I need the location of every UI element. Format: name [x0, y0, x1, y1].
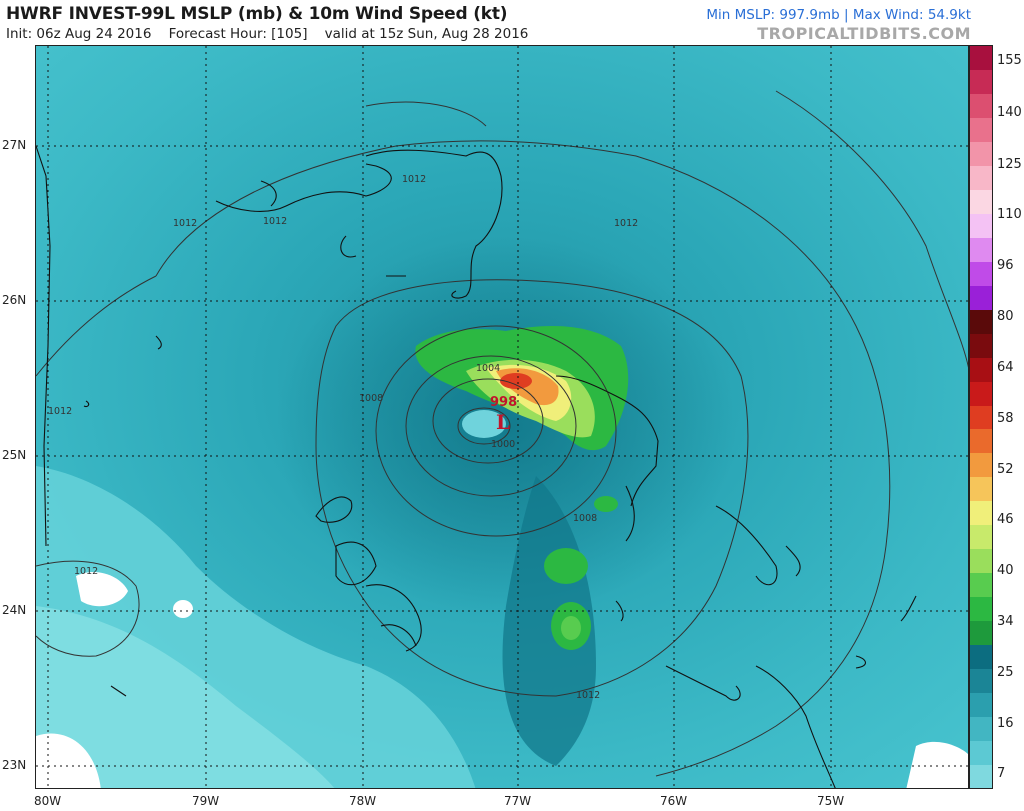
colorbar-segment	[970, 692, 992, 717]
map-svg: 1012 1012 1012 1012 1012 1012 1008 1004 …	[36, 46, 968, 788]
colorbar-label: 58	[997, 411, 1014, 426]
chart-title: HWRF INVEST-99L MSLP (mb) & 10m Wind Spe…	[6, 4, 508, 24]
colorbar-segment	[970, 405, 992, 430]
isobar-label: 1008	[359, 393, 383, 404]
colorbar-segment	[970, 141, 992, 167]
colorbar-segment	[970, 524, 992, 550]
isobar-label: 1012	[263, 216, 287, 227]
rainband-cell-2-core	[561, 616, 581, 640]
colorbar-label: 46	[997, 512, 1014, 527]
colorbar-label: 96	[997, 258, 1014, 273]
lat-label-23n: 23N	[2, 758, 27, 772]
isobar-label: 1012	[614, 218, 638, 229]
colorbar-segment	[970, 596, 992, 621]
rainband-cell-1	[544, 548, 588, 584]
colorbar-segment	[970, 644, 992, 669]
lon-label-76w: 76W	[660, 794, 688, 808]
colorbar-segment	[970, 572, 992, 597]
colorbar-segment	[970, 620, 992, 645]
colorbar-label: 64	[997, 360, 1014, 375]
calm-patch-1	[76, 571, 128, 607]
colorbar-label: 110	[997, 207, 1022, 222]
colorbar-segment	[970, 548, 992, 574]
colorbar-segment	[970, 93, 992, 119]
isobar-label: 1008	[573, 513, 597, 524]
storm-envelope	[276, 236, 736, 616]
colorbar-segment	[970, 428, 992, 454]
colorbar-segment	[970, 213, 992, 238]
lat-label-27n: 27N	[2, 138, 27, 152]
colorbar-segment	[970, 333, 992, 358]
storm-stats: Min MSLP: 997.9mb | Max Wind: 54.9kt	[706, 7, 971, 23]
lat-label-25n: 25N	[2, 448, 27, 462]
lon-label-79w: 79W	[192, 794, 220, 808]
colorbar-segment	[970, 716, 992, 741]
colorbar-label: 140	[997, 105, 1022, 120]
lon-label-78w: 78W	[349, 794, 377, 808]
wind-max-core	[500, 373, 532, 389]
isobar-label: 1012	[402, 174, 426, 185]
colorbar-label: 7	[997, 766, 1006, 781]
colorbar-label: 34	[997, 614, 1014, 629]
isobar-labels: 1012 1012 1012 1012 1012 1012 1008 1004 …	[48, 174, 638, 701]
isobar-label: 1012	[576, 690, 600, 701]
colorbar-label: 40	[997, 563, 1014, 578]
isobar-label: 1000	[491, 439, 515, 450]
init-info: Init: 06z Aug 24 2016 Forecast Hour: [10…	[6, 26, 529, 42]
colorbar-segment	[970, 357, 992, 382]
colorbar-segment	[970, 285, 992, 310]
lon-label-80w: 80W	[34, 794, 62, 808]
colorbar-segment	[970, 46, 992, 71]
colorbar-segment	[970, 452, 992, 478]
colorbar-segment	[970, 476, 992, 502]
rainband-cell-3	[594, 496, 618, 512]
isobar-label: 1012	[48, 406, 72, 417]
colorbar-segment	[970, 764, 992, 788]
site-brand: TROPICALTIDBITS.COM	[757, 24, 971, 43]
lat-label-24n: 24N	[2, 603, 27, 617]
colorbar-label: 16	[997, 716, 1014, 731]
colorbar-segment	[970, 381, 992, 406]
forecast-map[interactable]: 1012 1012 1012 1012 1012 1012 1008 1004 …	[35, 45, 969, 789]
lat-label-26n: 26N	[2, 293, 27, 307]
calm-patch-3	[36, 733, 101, 788]
calm-patch-2	[173, 600, 193, 618]
colorbar-label: 155	[997, 53, 1022, 68]
lon-label-75w: 75W	[817, 794, 845, 808]
storm-eye	[462, 410, 506, 438]
low-pressure-value: 998	[490, 395, 517, 410]
colorbar-label: 25	[997, 665, 1014, 680]
colorbar-segment	[970, 500, 992, 526]
lon-label-77w: 77W	[504, 794, 532, 808]
lat-lon-grid	[36, 46, 968, 788]
colorbar-segment	[970, 261, 992, 286]
colorbar-segment	[970, 309, 992, 334]
colorbar-label: 80	[997, 309, 1014, 324]
low-pressure-symbol: L	[496, 410, 510, 434]
colorbar-segment	[970, 668, 992, 693]
colorbar-segment	[970, 237, 992, 262]
colorbar-segment	[970, 189, 992, 215]
colorbar-segment	[970, 740, 992, 765]
isobars	[36, 90, 968, 777]
colorbar-label: 125	[997, 157, 1022, 172]
lighter-wind-region	[36, 606, 335, 788]
wind-colorbar	[969, 45, 993, 789]
calm-patch-4	[906, 741, 968, 788]
colorbar-segment	[970, 69, 992, 95]
isobar-label: 1004	[476, 363, 500, 374]
isobar-label: 1012	[74, 566, 98, 577]
colorbar-segment	[970, 165, 992, 191]
isobar-label: 1012	[173, 218, 197, 229]
colorbar-segment	[970, 117, 992, 143]
colorbar-label: 52	[997, 462, 1014, 477]
